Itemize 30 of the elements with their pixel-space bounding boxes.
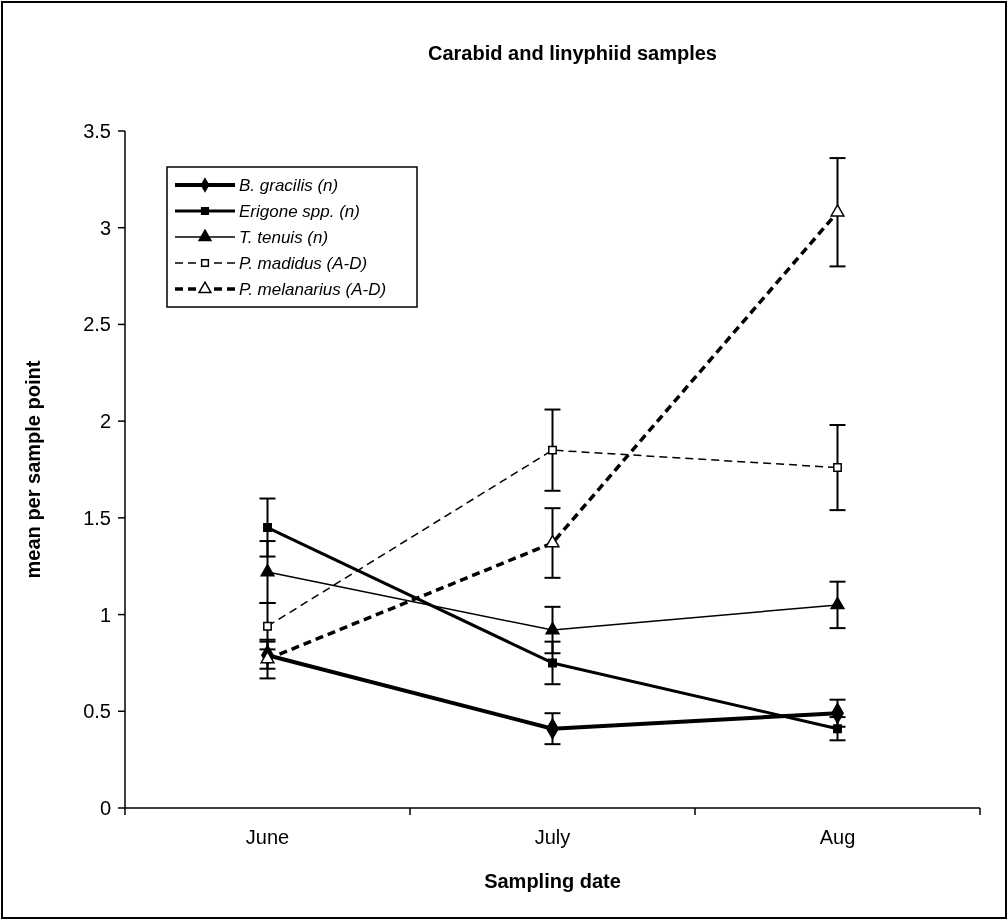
chart-title: Carabid and linyphiid samples	[428, 42, 717, 64]
y-tick-label: 0	[99, 797, 111, 819]
x-tick-label: June	[245, 826, 290, 848]
legend-label: Erigone spp. (n)	[239, 201, 360, 221]
legend-label: T. tenuis (n)	[239, 227, 329, 247]
point	[830, 204, 845, 217]
legend-label: P. melanarius (A-D)	[239, 279, 387, 299]
legend-label: P. madidus (A-D)	[239, 253, 368, 273]
y-axis-title: mean per sample point	[22, 360, 44, 579]
y-tick-label: 1.5	[83, 506, 111, 529]
point	[830, 596, 845, 610]
point	[260, 563, 275, 577]
y-tick-label: 3	[99, 216, 111, 239]
y-tick-label: 2.5	[83, 313, 111, 336]
point	[545, 534, 560, 548]
y-tick-label: 3.5	[83, 120, 111, 142]
y-tick-label: 2	[99, 410, 111, 433]
x-tick-label: Aug	[819, 826, 856, 848]
point	[548, 658, 557, 668]
point	[833, 724, 842, 734]
x-axis-title: Sampling date	[484, 870, 621, 892]
point	[263, 523, 272, 532]
point	[545, 621, 560, 635]
y-tick-label: 0.5	[83, 700, 111, 723]
point	[548, 445, 557, 455]
y-tick-label: 1	[99, 603, 111, 626]
point	[263, 621, 272, 631]
x-tick-label: July	[534, 826, 571, 848]
point	[833, 463, 842, 473]
legend-label: B. gracilis (n)	[239, 175, 339, 195]
